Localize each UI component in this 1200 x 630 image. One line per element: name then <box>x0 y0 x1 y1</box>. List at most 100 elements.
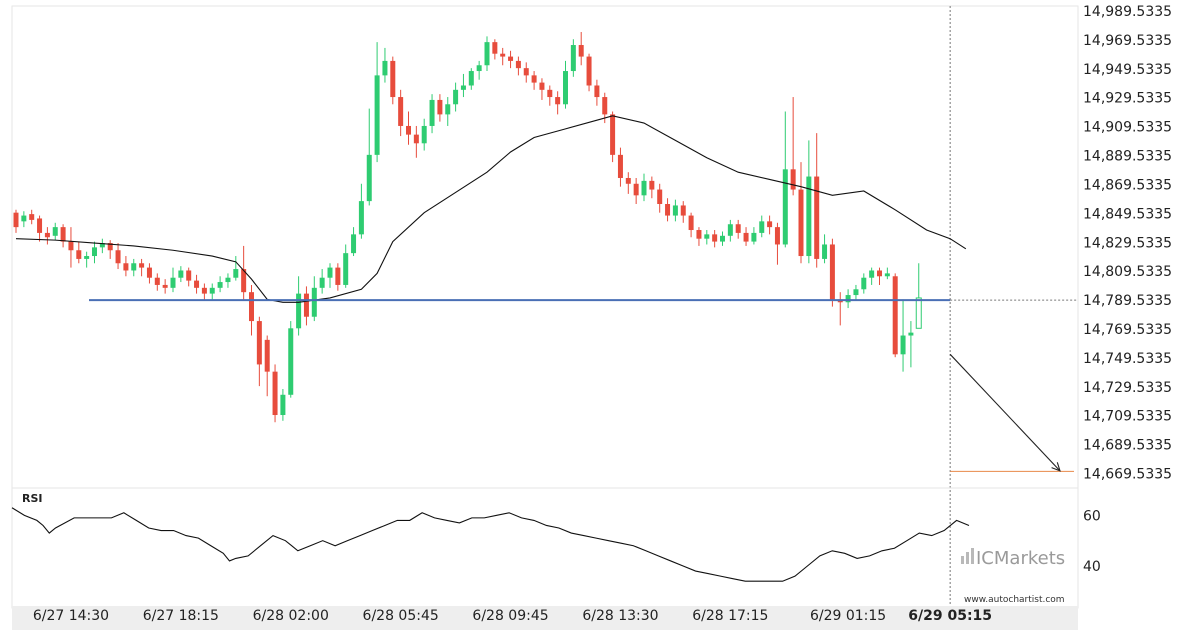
time-tick-label: 6/28 02:00 <box>253 608 329 624</box>
candle <box>76 241 82 264</box>
candle <box>131 258 137 277</box>
candle-body <box>60 227 66 242</box>
candle <box>672 199 678 222</box>
candle-body <box>845 295 851 303</box>
candle <box>21 211 27 228</box>
candle-body <box>453 89 459 105</box>
autochartist-credit: www.autochartist.com <box>964 595 1065 605</box>
moving-average-line <box>15 115 967 303</box>
candle-body <box>92 247 97 257</box>
candle <box>107 240 113 259</box>
candle <box>445 97 451 126</box>
candle-body <box>578 45 584 57</box>
candle <box>712 230 718 248</box>
candle-body <box>131 263 137 271</box>
candle-body <box>617 154 623 178</box>
candle-body <box>21 215 27 222</box>
candle-body <box>44 232 50 238</box>
candle <box>531 71 537 90</box>
candle-body <box>594 85 600 98</box>
candle <box>500 47 506 66</box>
time-tick-label: 6/29 05:15 <box>908 608 992 624</box>
candle <box>633 177 639 205</box>
candle <box>515 56 521 76</box>
candle-body <box>225 277 231 283</box>
candle <box>555 91 561 115</box>
candle-body <box>586 56 592 86</box>
candle-body <box>76 250 82 259</box>
candle-body <box>908 332 914 336</box>
price-tick-label: 14,989.5335 <box>1083 4 1172 20</box>
candle <box>241 245 247 300</box>
candle-body <box>429 99 435 126</box>
candle-body <box>790 169 796 190</box>
candle <box>657 183 663 213</box>
rsi-panel: RSI 60 40 <box>11 487 1101 582</box>
candle-body <box>413 134 419 144</box>
candle <box>688 212 694 238</box>
candle-body <box>84 256 90 259</box>
candle <box>476 60 482 80</box>
candle <box>570 39 576 77</box>
candle-body <box>288 328 294 395</box>
price-tick-label: 14,769.5335 <box>1083 322 1172 338</box>
candle <box>351 227 357 257</box>
candle <box>249 284 254 336</box>
candle-body <box>877 270 882 277</box>
candle <box>217 276 223 293</box>
icmarkets-logo-icon <box>961 548 974 564</box>
candle <box>52 222 58 241</box>
candle-body <box>523 68 529 76</box>
candle <box>406 111 411 145</box>
candle-body <box>107 243 113 251</box>
candle-body <box>508 56 514 61</box>
candle <box>303 286 309 326</box>
price-tick-label: 14,969.5335 <box>1083 33 1172 49</box>
candle-body <box>115 250 121 264</box>
candle <box>617 147 623 187</box>
candle <box>453 82 459 112</box>
time-tick-label: 6/28 09:45 <box>472 608 548 624</box>
candle <box>680 201 686 223</box>
candle-body <box>767 221 773 228</box>
candle <box>154 273 160 291</box>
candle <box>782 111 788 248</box>
candle <box>209 283 215 300</box>
candle-body <box>727 224 733 236</box>
candle <box>29 209 35 225</box>
rsi-title: RSI <box>22 492 43 505</box>
candle <box>186 267 192 287</box>
price-tick-label: 14,729.5335 <box>1083 380 1172 396</box>
candle-body <box>657 189 663 205</box>
candle <box>869 267 875 285</box>
candle <box>743 227 749 246</box>
candle <box>170 267 176 293</box>
candle-body <box>52 227 58 236</box>
candle-body <box>861 277 867 290</box>
candle <box>280 388 286 421</box>
price-axis: 14,989.5335 14,969.5335 14,949.5335 14,929.… <box>1083 4 1172 482</box>
candle <box>390 56 396 105</box>
price-tick-label: 14,829.5335 <box>1083 235 1172 251</box>
candle <box>84 251 90 268</box>
icmarkets-logo-text: ICMarkets <box>976 548 1065 569</box>
candle <box>735 219 741 239</box>
candle-body <box>139 263 145 268</box>
candle-body <box>406 125 411 135</box>
candle <box>296 276 302 336</box>
candle-body <box>688 215 694 231</box>
candle <box>751 227 757 245</box>
candle <box>99 238 105 254</box>
candle <box>586 53 592 92</box>
candle <box>468 68 474 90</box>
candle <box>343 244 349 288</box>
candle-body <box>241 269 247 293</box>
candle <box>92 241 97 264</box>
candle <box>162 279 168 294</box>
candle-body <box>915 297 922 329</box>
candle-body <box>853 289 859 296</box>
candle-body <box>178 270 184 278</box>
price-tick-label: 14,909.5335 <box>1083 120 1172 136</box>
candle-body <box>194 280 200 288</box>
